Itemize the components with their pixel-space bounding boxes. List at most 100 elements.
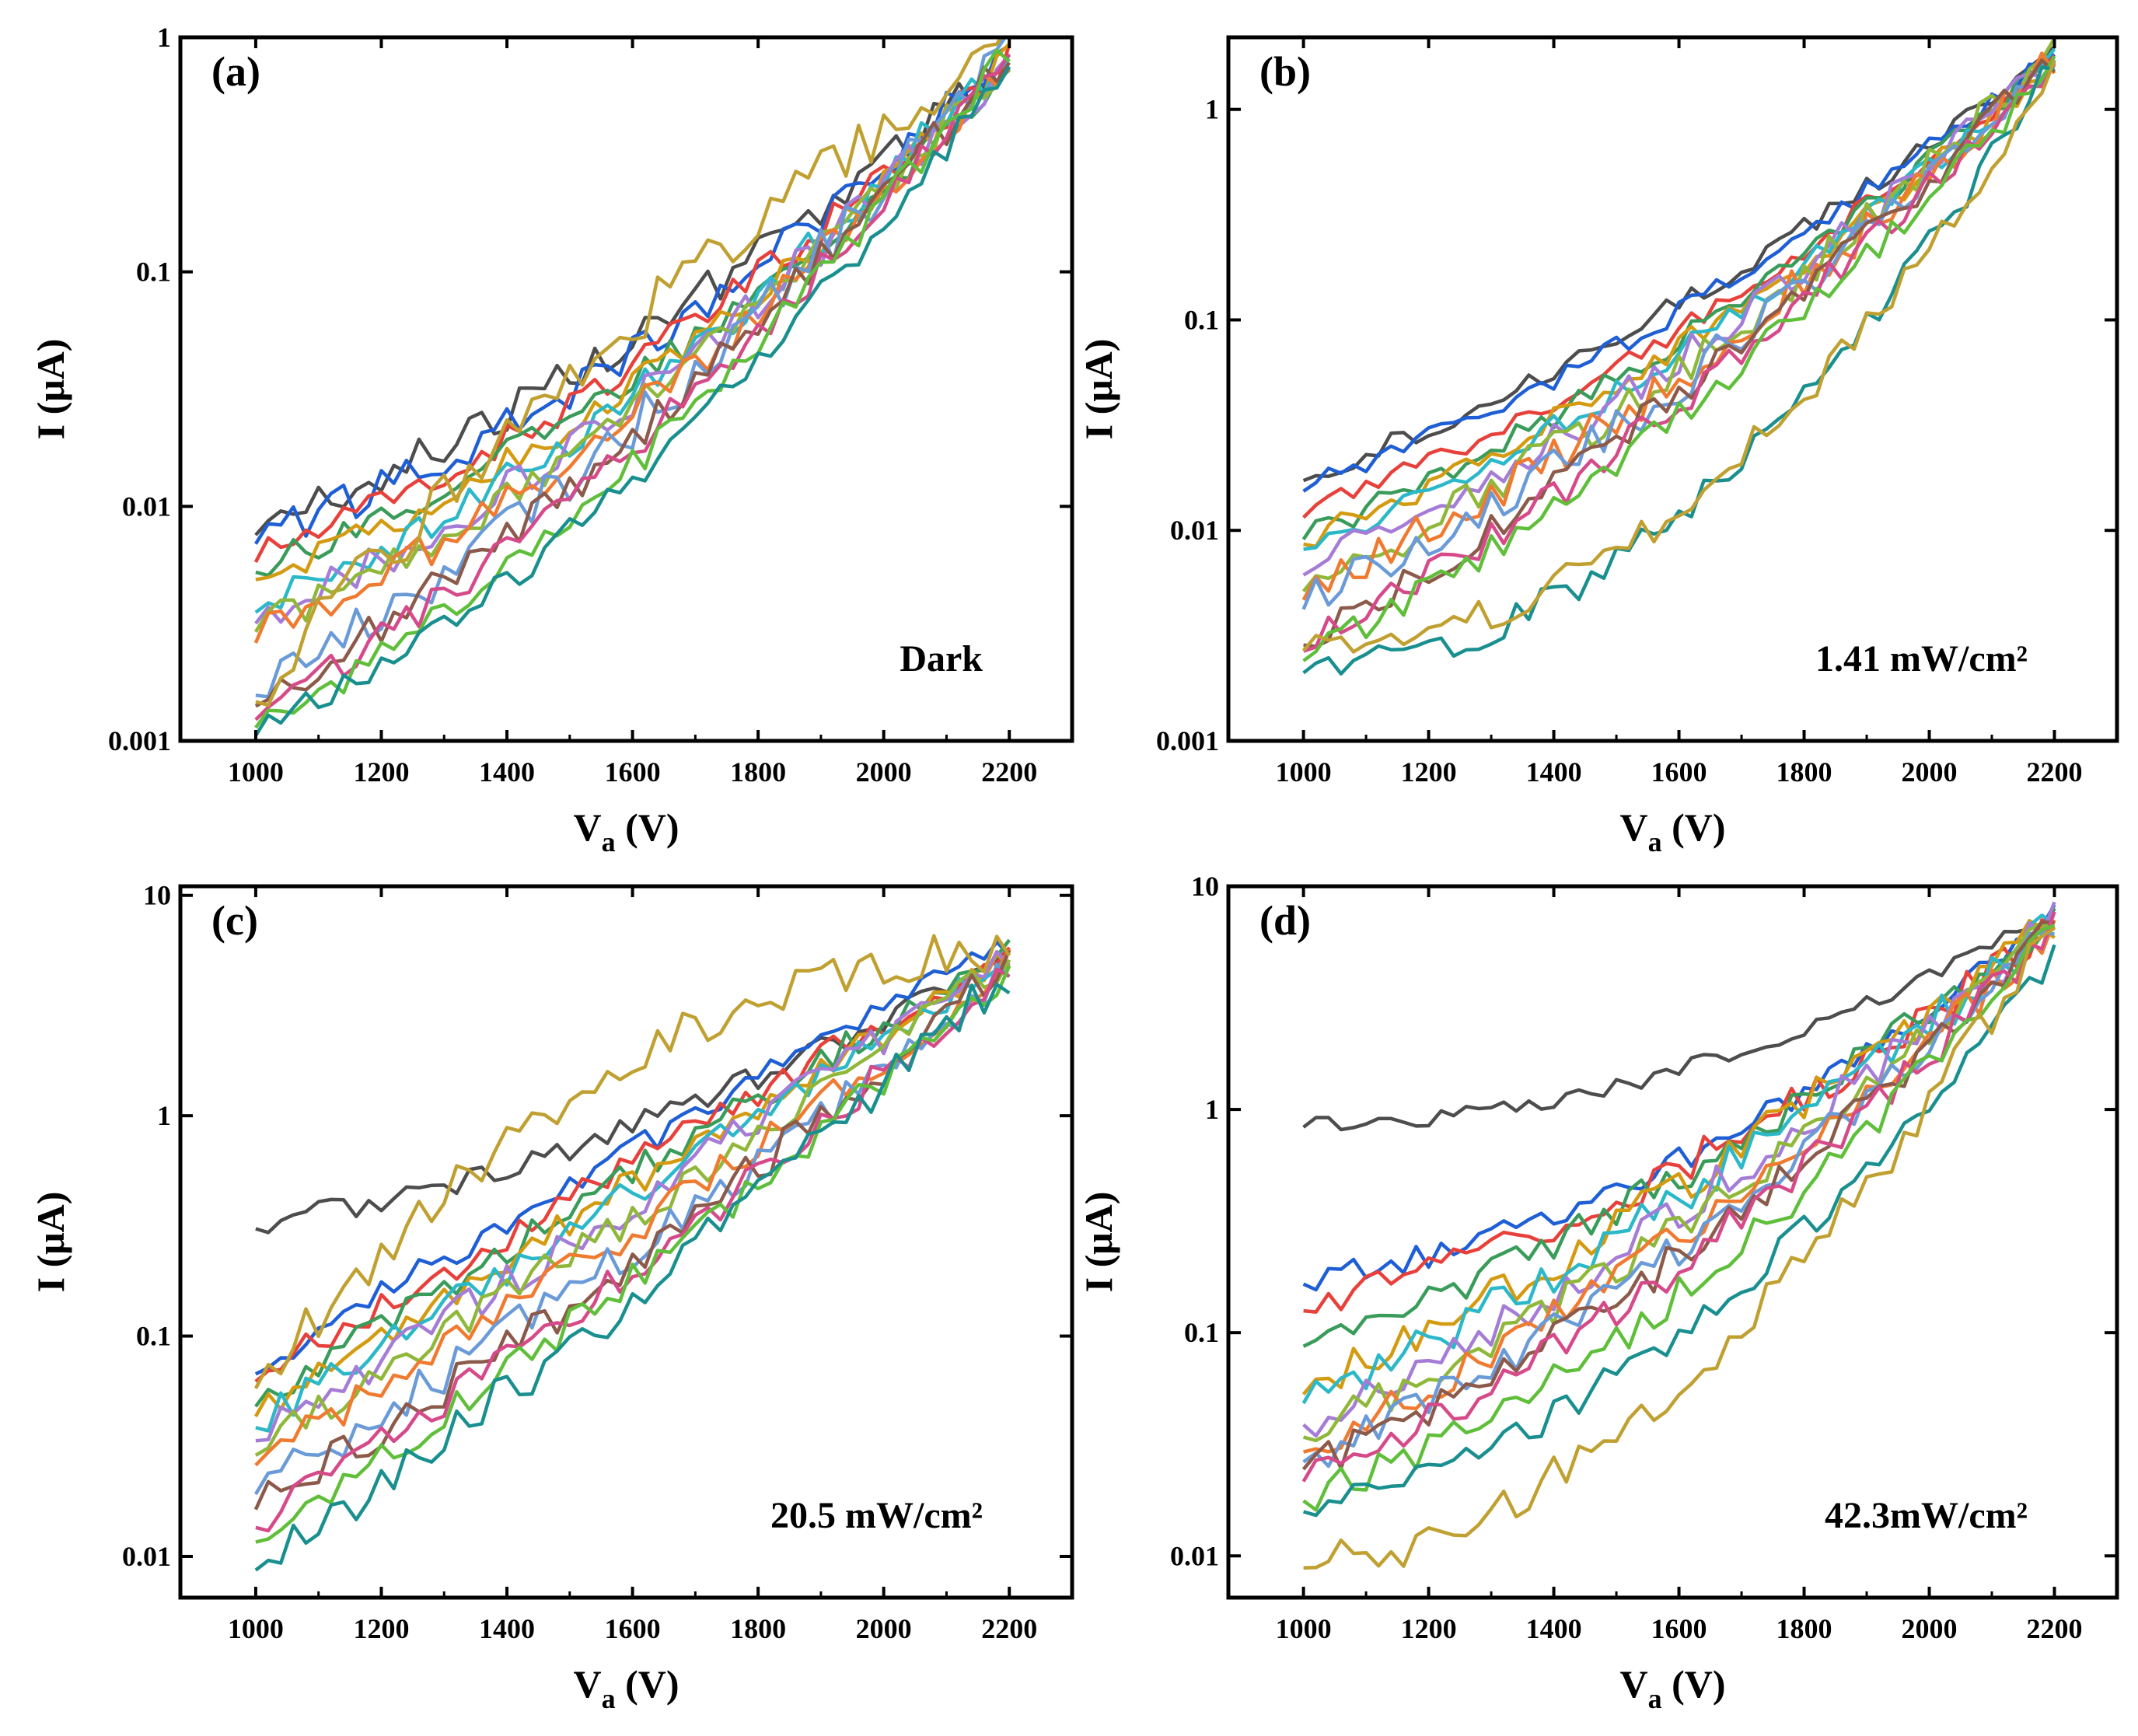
panel-label: (d) [1259,897,1311,944]
x-axis-label: Va (V) [1619,1662,1725,1714]
condition-label: 1.41 mW/cm² [1815,638,2028,679]
x-tick-label: 1000 [1276,756,1332,788]
plot-frame [1226,35,2119,743]
x-tick-label: 1000 [228,756,284,788]
series-line-15 [1303,926,2056,1570]
x-tick-label: 1400 [1526,1613,1582,1644]
panel-label: (b) [1259,48,1311,95]
y-tick-label: 10 [143,880,171,911]
series-line-11 [1303,58,2056,648]
x-tick-label: 2000 [856,1613,912,1644]
y-tick-label: 1 [157,1100,171,1131]
y-axis-label: I (μA) [29,339,72,440]
series-group [1301,37,2056,676]
x-tick-label: 1000 [228,1613,284,1644]
series-group [253,37,1011,737]
y-tick-label: 0.01 [1170,515,1219,546]
x-tick-label: 1400 [479,1613,535,1644]
condition-label: 42.3mW/cm² [1825,1495,2028,1536]
x-tick-label: 1400 [479,756,535,788]
x-tick-label: 1200 [353,1613,409,1644]
y-tick-label: 0.1 [1184,1317,1219,1348]
series-line-1 [254,65,1011,536]
panel-label: (c) [211,897,258,944]
condition-label: Dark [900,638,983,679]
plot-frame [178,35,1074,743]
x-tick-label: 1200 [1401,756,1457,788]
series-line-10 [1302,931,2055,1469]
series-line-4 [255,68,1011,578]
y-axis-label: I (μA) [29,1192,72,1293]
y-tick-label: 0.01 [122,491,171,522]
series-line-7 [1302,901,2056,1438]
y-axis-label: I (μA) [1077,1192,1120,1293]
series-line-2 [254,940,1011,1376]
series-group [253,934,1011,1572]
series-line-8 [254,959,1011,1457]
series-line-5 [255,42,1011,582]
x-tick-label: 2200 [981,756,1037,788]
series-line-3 [1302,54,2056,519]
panel-label: (a) [211,48,260,95]
series-line-1 [1302,907,2056,1132]
x-tick-label: 1200 [1401,1613,1457,1644]
y-tick-label: 0.1 [136,257,171,288]
x-tick-label: 1800 [1776,1613,1832,1644]
x-tick-label: 1600 [605,756,661,788]
series-line-9 [1303,919,2056,1454]
y-tick-label: 0.01 [1170,1540,1219,1571]
y-tick-label: 1 [1205,1094,1219,1125]
series-line-1 [255,946,1011,1235]
series-line-6 [255,949,1011,1433]
x-tick-label: 1800 [730,1613,786,1644]
x-tick-label: 1600 [1651,1613,1707,1644]
series-line-12 [1302,61,2056,653]
x-tick-label: 2200 [981,1613,1037,1644]
x-tick-label: 1400 [1526,756,1582,788]
x-axis-label: Va (V) [573,1662,679,1714]
y-tick-label: 1 [157,22,171,53]
x-tick-label: 1800 [730,756,786,788]
series-line-9 [254,948,1011,1467]
x-tick-label: 1600 [1651,756,1707,788]
y-tick-label: 0.1 [1184,304,1219,335]
condition-label: 20.5 mW/cm² [770,1495,983,1536]
series-line-3 [253,44,1011,564]
series-line-12 [1301,911,2056,1483]
series-line-13 [1302,55,2056,662]
panel-c: 1000 1200 1400 1600 1800 2000 2200 0.01 0.1 1 10 Va… [29,880,1074,1714]
y-tick-label: 0.001 [108,725,171,756]
series-line-5 [1301,919,2056,1395]
panel-a: 1000 1200 1400 1600 1800 2000 2200 0.001 0.01 0.1… [29,22,1074,858]
series-line-14 [1302,65,2055,676]
series-line-15 [255,37,1004,707]
series-line-13 [255,965,1011,1544]
x-tick-label: 1200 [353,756,409,788]
x-tick-label: 2000 [856,756,912,788]
series-line-14 [254,982,1011,1572]
series-line-13 [1302,924,2056,1512]
x-tick-label: 1000 [1276,1613,1332,1644]
series-line-6 [1303,47,2056,551]
y-tick-label: 1 [1205,94,1219,125]
series-line-14 [253,65,1011,737]
panel-d: 1000 1200 1400 1600 1800 2000 2200 0.01 0.1 1 10 Va… [1077,871,2119,1714]
x-tick-label: 2200 [2027,756,2083,788]
y-tick-label: 0.01 [122,1541,171,1572]
y-tick-label: 0.001 [1156,725,1219,756]
panel-b: 1000 1200 1400 1600 1800 2000 2200 0.001 0.01 0.1… [1077,35,2119,858]
series-group [1301,901,2056,1570]
y-tick-label: 10 [1191,871,1219,902]
series-line-4 [1302,907,2056,1348]
series-line-4 [254,938,1011,1408]
series-line-2 [1302,53,2056,493]
y-tick-label: 0.1 [136,1321,171,1352]
x-tick-label: 2000 [1902,1613,1958,1644]
series-line-14 [1302,944,2056,1518]
series-line-13 [254,48,1011,729]
plot-frame [1226,884,2119,1600]
series-line-12 [255,967,1011,1533]
series-line-7 [255,949,1011,1443]
y-axis-label: I (μA) [1077,339,1120,440]
